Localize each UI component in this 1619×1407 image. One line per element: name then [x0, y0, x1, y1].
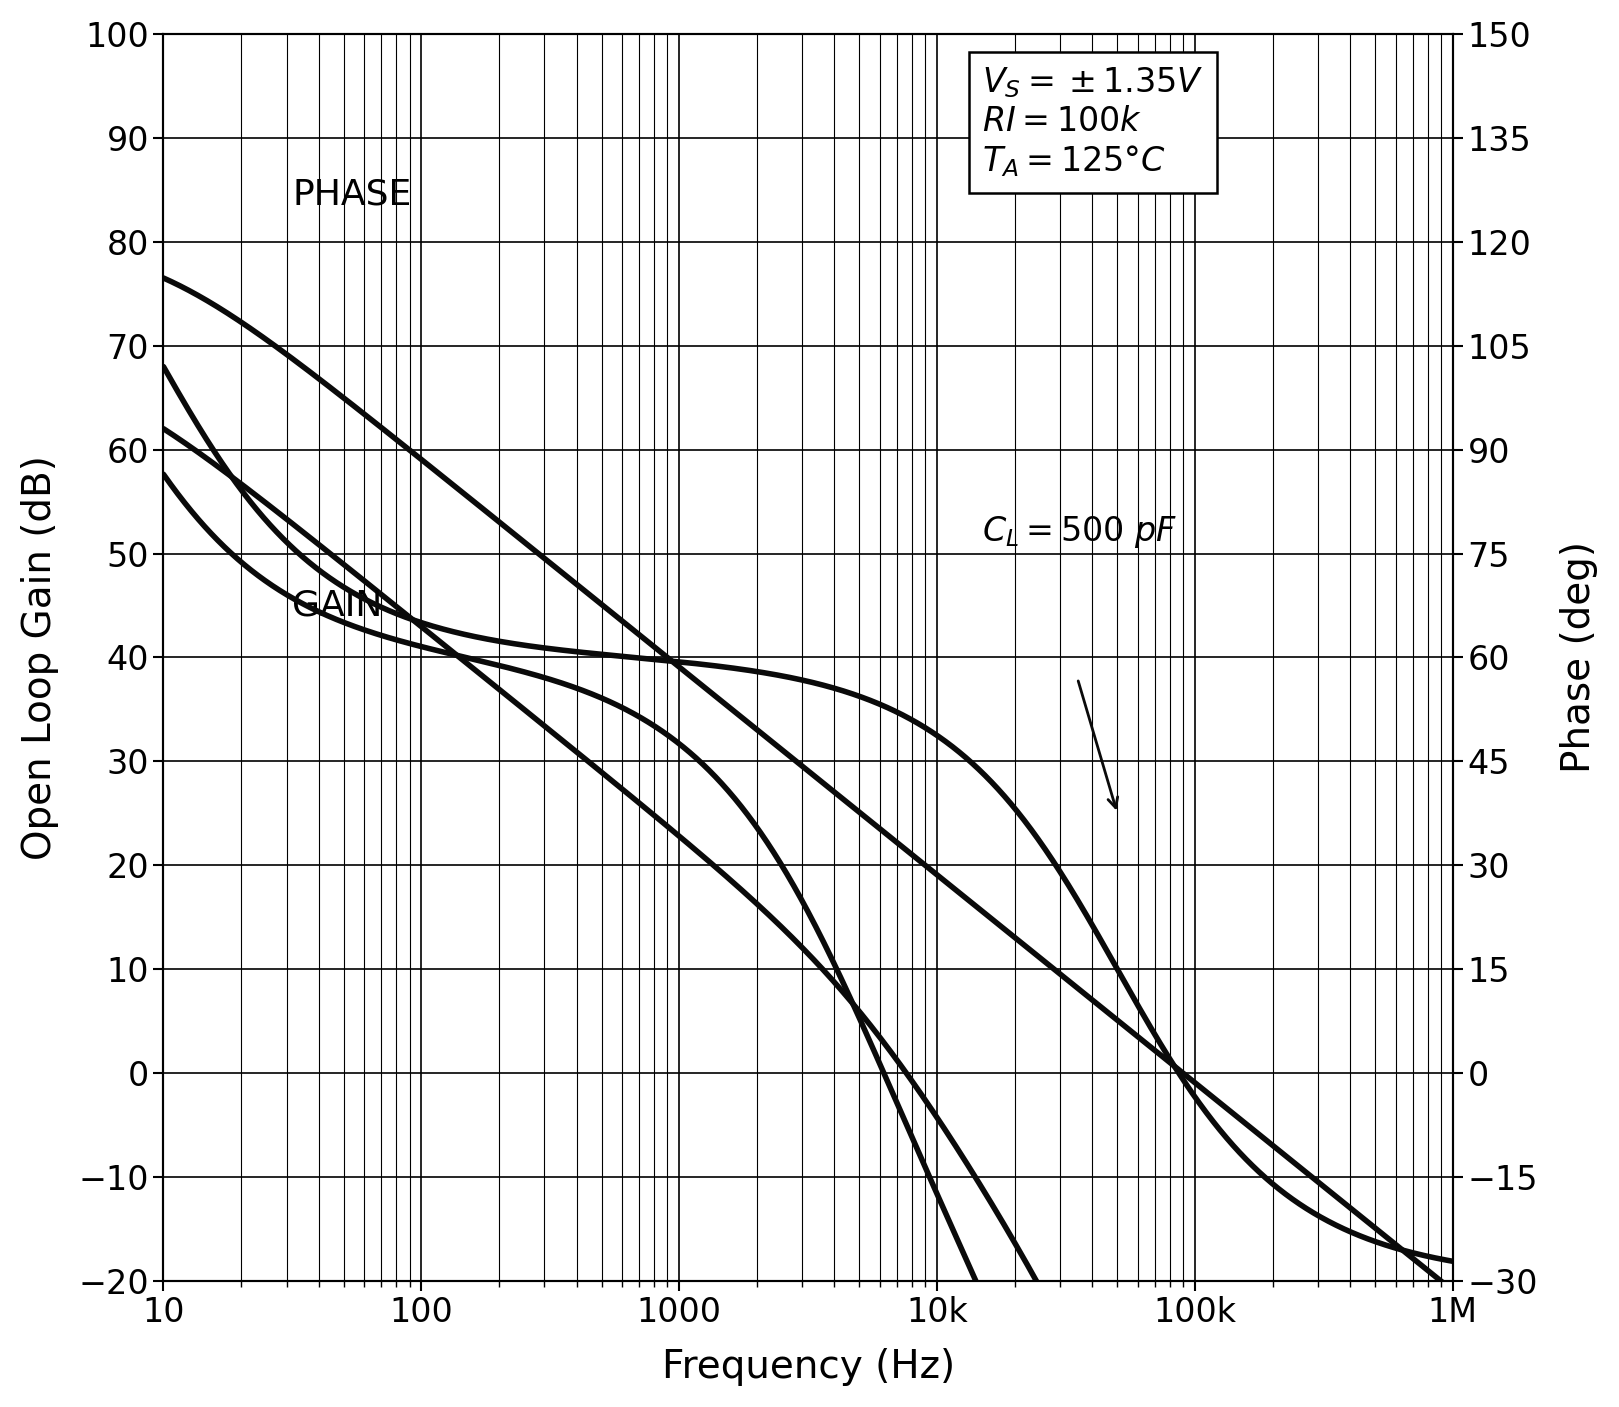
Text: PHASE: PHASE [293, 177, 411, 211]
Y-axis label: Open Loop Gain (dB): Open Loop Gain (dB) [21, 454, 58, 860]
X-axis label: Frequency (Hz): Frequency (Hz) [662, 1348, 955, 1386]
Text: GAIN: GAIN [293, 590, 382, 623]
Y-axis label: Phase (deg): Phase (deg) [1561, 542, 1598, 774]
Text: $V_S = \pm1.35V$
$RI = 100k$
$T_A = 125°C$: $V_S = \pm1.35V$ $RI = 100k$ $T_A = 125°… [983, 65, 1205, 179]
Text: $C_L = 500\ pF$: $C_L = 500\ pF$ [983, 514, 1177, 550]
